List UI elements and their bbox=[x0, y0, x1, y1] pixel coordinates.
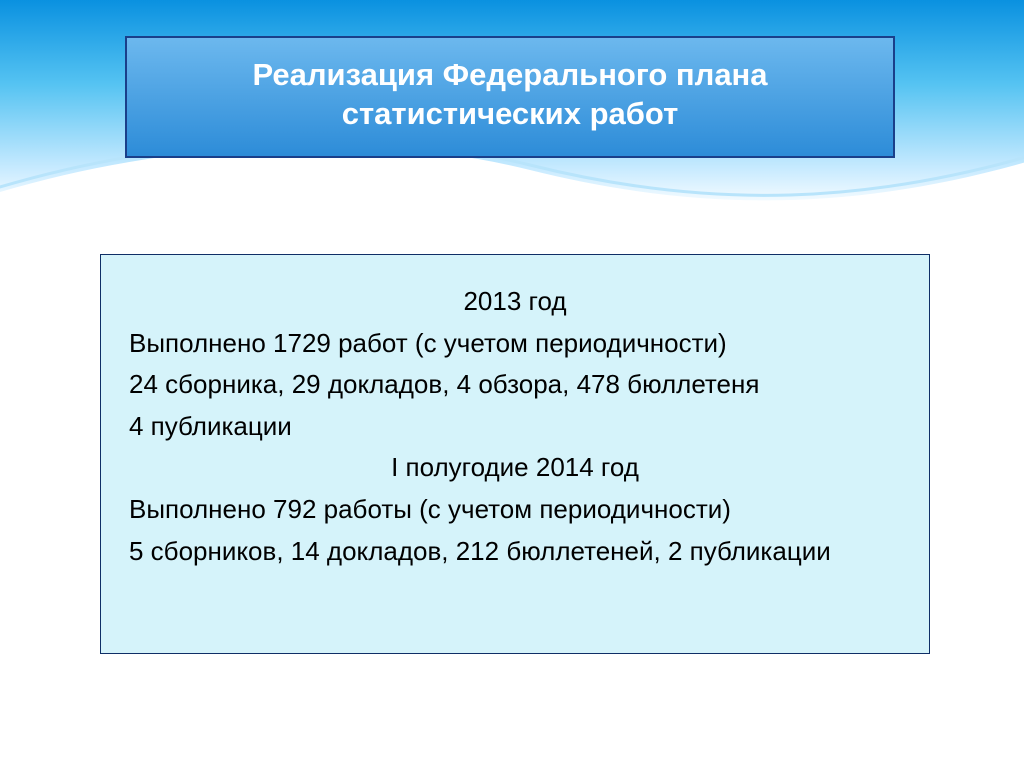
year-heading-2014h1: I полугодие 2014 год bbox=[129, 447, 901, 489]
content-panel: 2013 год Выполнено 1729 работ (с учетом … bbox=[100, 254, 930, 654]
title-line-2: статистических работ bbox=[147, 95, 873, 134]
stat-line: 4 публикации bbox=[129, 406, 901, 448]
stat-line: 5 сборников, 14 докладов, 212 бюллетеней… bbox=[129, 531, 901, 573]
stat-line: Выполнено 1729 работ (с учетом периодичн… bbox=[129, 323, 901, 365]
slide-title: Реализация Федерального плана статистиче… bbox=[125, 36, 895, 158]
year-heading-2013: 2013 год bbox=[129, 281, 901, 323]
stat-line: Выполнено 792 работы (с учетом периодичн… bbox=[129, 489, 901, 531]
stat-line: 24 сборника, 29 докладов, 4 обзора, 478 … bbox=[129, 364, 901, 406]
title-line-1: Реализация Федерального плана bbox=[147, 56, 873, 95]
